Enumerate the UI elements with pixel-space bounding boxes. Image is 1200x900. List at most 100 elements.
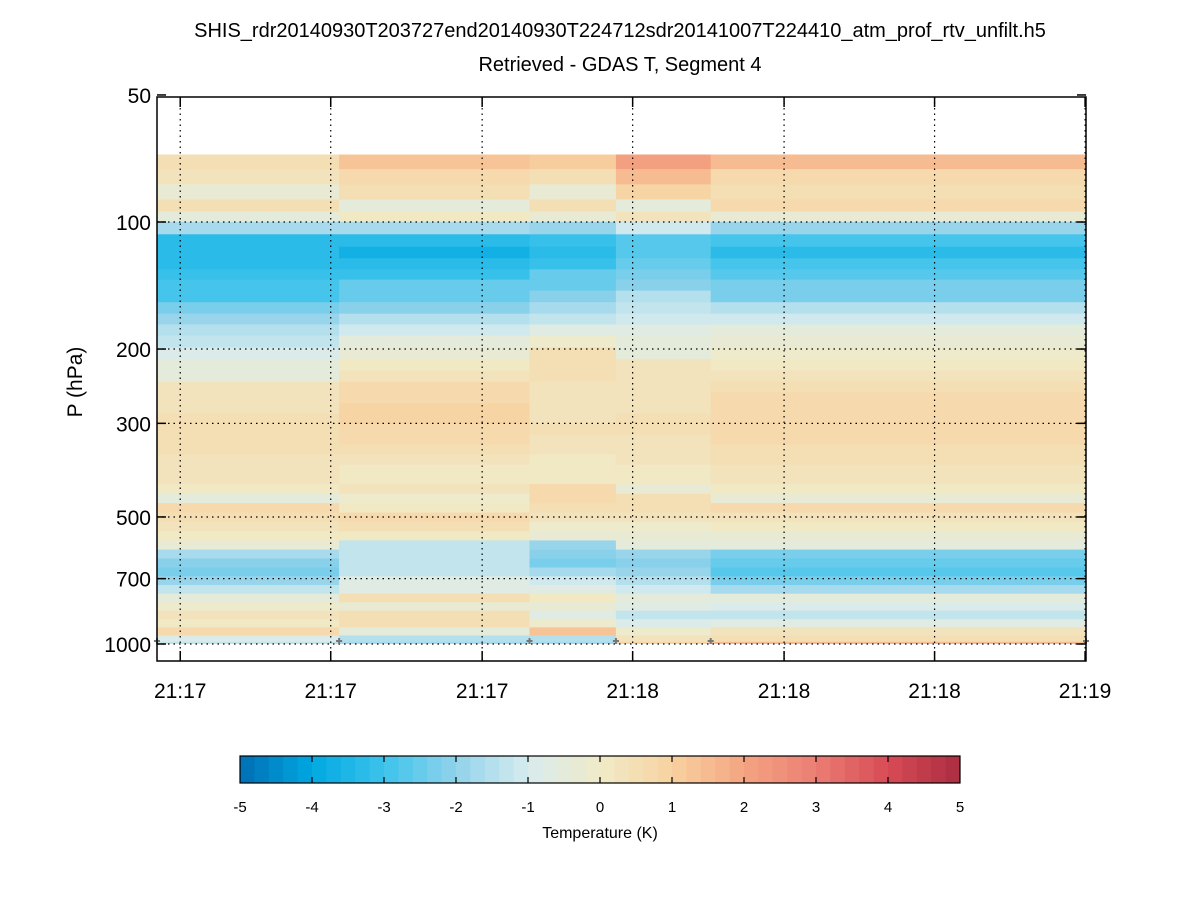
heatmap-cell — [615, 184, 712, 200]
heatmap-cell — [529, 484, 617, 495]
colorbar-swatch — [355, 756, 370, 783]
colorbar-swatch — [744, 756, 759, 783]
colorbar-swatch — [384, 756, 399, 783]
heatmap-cell — [615, 474, 712, 485]
segment-marker — [336, 638, 343, 644]
heatmap-cell — [529, 576, 617, 586]
colorbar-swatch — [585, 756, 601, 783]
heatmap-cell — [710, 444, 1087, 456]
heatmap-cell — [339, 576, 530, 586]
heatmap-cell — [339, 635, 530, 643]
heatmap-cell — [615, 540, 712, 550]
heatmap-cell — [710, 619, 1087, 628]
heatmap-cell — [157, 269, 340, 281]
heatmap-cell — [710, 381, 1087, 393]
heatmap-cell — [339, 324, 530, 337]
y-tick-label: 1000 — [104, 634, 151, 657]
heatmap-cell — [157, 279, 340, 292]
colorbar-swatch — [254, 756, 270, 783]
heatmap-cell — [710, 370, 1087, 383]
colorbar-swatch — [657, 756, 673, 783]
colorbar-swatch — [844, 756, 860, 783]
heatmap-cell — [157, 392, 340, 404]
heatmap-cell — [339, 493, 530, 504]
heatmap-cell — [157, 522, 340, 532]
heatmap-cell — [529, 434, 617, 446]
heatmap-cell — [615, 627, 712, 636]
heatmap-cell — [157, 635, 340, 643]
heatmap-cell — [339, 154, 530, 170]
heatmap-cell — [615, 635, 712, 643]
x-tick-label: 21:17 — [304, 680, 357, 703]
heatmap-cell — [339, 199, 530, 213]
heatmap-cell — [339, 258, 530, 270]
heatmap-cell — [157, 290, 340, 303]
segment-marker — [526, 638, 533, 644]
heatmap-cell — [710, 258, 1087, 270]
colorbar-tick-label: 2 — [740, 799, 748, 816]
colorbar-tick-label: 0 — [596, 799, 604, 816]
heatmap-cell — [615, 531, 712, 541]
colorbar-swatch — [628, 756, 644, 783]
heatmap-cell — [339, 567, 530, 577]
heatmap-cell — [710, 324, 1087, 337]
heatmap-cell — [710, 246, 1087, 259]
colorbar-swatch — [758, 756, 774, 783]
heatmap-cell — [710, 347, 1087, 360]
heatmap-cell — [710, 474, 1087, 485]
heatmap-cell — [710, 290, 1087, 303]
heatmap-cell — [157, 493, 340, 504]
heatmap-cell — [615, 522, 712, 532]
heatmap-cell — [710, 392, 1087, 404]
heatmap-cell — [339, 619, 530, 628]
heatmap-cell — [339, 413, 530, 425]
heatmap-cell — [529, 184, 617, 200]
heatmap-cell — [710, 512, 1087, 523]
colorbar-swatch — [412, 756, 428, 783]
heatmap-cell — [615, 199, 712, 213]
heatmap-cell — [615, 464, 712, 475]
colorbar-swatch — [787, 756, 802, 783]
heatmap-cell — [157, 154, 340, 170]
heatmap-cell — [710, 169, 1087, 185]
heatmap-cell — [157, 444, 340, 456]
heatmap-cell — [157, 540, 340, 550]
heatmap-cell — [157, 434, 340, 446]
heatmap-cell — [615, 234, 712, 248]
heatmap-cell — [157, 199, 340, 213]
colorbar-tick-label: -1 — [521, 799, 534, 816]
heatmap-cell — [615, 602, 712, 612]
colorbar-swatch — [268, 756, 284, 783]
heatmap-cell — [615, 558, 712, 568]
heatmap-cell — [529, 464, 617, 475]
heatmap-cell — [529, 567, 617, 577]
heatmap-cell — [529, 503, 617, 514]
x-tick-label: 21:18 — [606, 680, 659, 703]
heatmap-cell — [529, 641, 617, 644]
heatmap-cell — [710, 503, 1087, 514]
heatmap-cell — [529, 549, 617, 560]
colorbar-swatch — [672, 756, 687, 783]
heatmap-cell — [710, 403, 1087, 415]
heatmap-cell — [157, 567, 340, 577]
y-axis-label: P (hPa) — [64, 347, 87, 418]
colorbar-swatch — [340, 756, 356, 783]
colorbar-tick-label: -3 — [377, 799, 390, 816]
y-tick-label: 100 — [116, 212, 151, 235]
heatmap-cell — [529, 610, 617, 620]
heatmap-cell — [710, 424, 1087, 435]
x-tick-label: 21:19 — [1059, 680, 1112, 703]
heatmap-cell — [157, 221, 340, 235]
heatmap-cell — [157, 531, 340, 541]
heatmap-cell — [157, 403, 340, 415]
heatmap-cell — [157, 610, 340, 620]
heatmap-cell — [615, 279, 712, 292]
colorbar-swatch — [830, 756, 846, 783]
heatmap-cell — [157, 576, 340, 586]
heatmap-cell — [529, 335, 617, 348]
colorbar-swatch — [700, 756, 716, 783]
heatmap-cell — [710, 211, 1087, 223]
heatmap-cell — [157, 246, 340, 259]
heatmap-cell — [615, 324, 712, 337]
heatmap-cell — [615, 619, 712, 628]
